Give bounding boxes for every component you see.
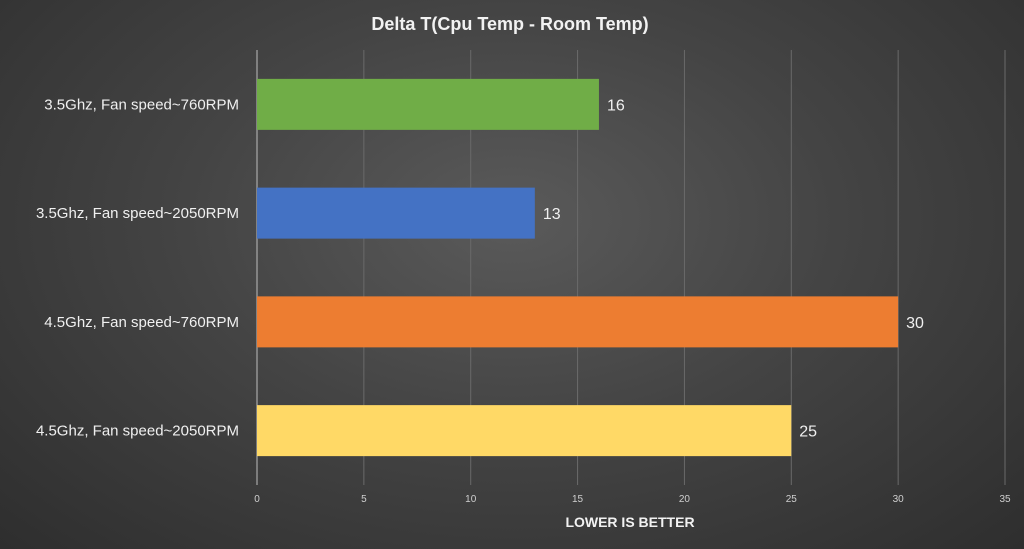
category-label: 4.5Ghz, Fan speed~760RPM <box>44 314 239 331</box>
x-tick-labels: 0 5 10 15 20 25 30 35 <box>254 494 1011 505</box>
bar <box>257 296 899 348</box>
x-tick-label: 5 <box>361 494 367 505</box>
chart-title: Delta T(Cpu Temp - Room Temp) <box>371 14 648 34</box>
category-label: 4.5Ghz, Fan speed~2050RPM <box>36 423 239 440</box>
bar <box>257 405 792 457</box>
x-axis-label: LOWER IS BETTER <box>565 514 694 530</box>
bar <box>257 78 599 130</box>
bar <box>257 187 535 239</box>
data-label: 30 <box>906 315 924 332</box>
x-tick-label: 25 <box>786 494 798 505</box>
x-tick-label: 20 <box>679 494 691 505</box>
category-labels: 3.5Ghz, Fan speed~760RPM 3.5Ghz, Fan spee… <box>36 96 239 439</box>
x-tick-label: 35 <box>999 494 1011 505</box>
x-tick-label: 10 <box>465 494 477 505</box>
category-label: 3.5Ghz, Fan speed~760RPM <box>44 96 239 113</box>
data-label: 13 <box>543 206 561 223</box>
data-labels: 16 13 30 25 <box>543 97 924 440</box>
x-tick-label: 0 <box>254 494 260 505</box>
data-label: 25 <box>799 424 817 441</box>
category-label: 3.5Ghz, Fan speed~2050RPM <box>36 205 239 222</box>
x-tick-label: 30 <box>893 494 905 505</box>
bars <box>257 78 899 457</box>
data-label: 16 <box>607 97 625 114</box>
x-tick-label: 15 <box>572 494 584 505</box>
